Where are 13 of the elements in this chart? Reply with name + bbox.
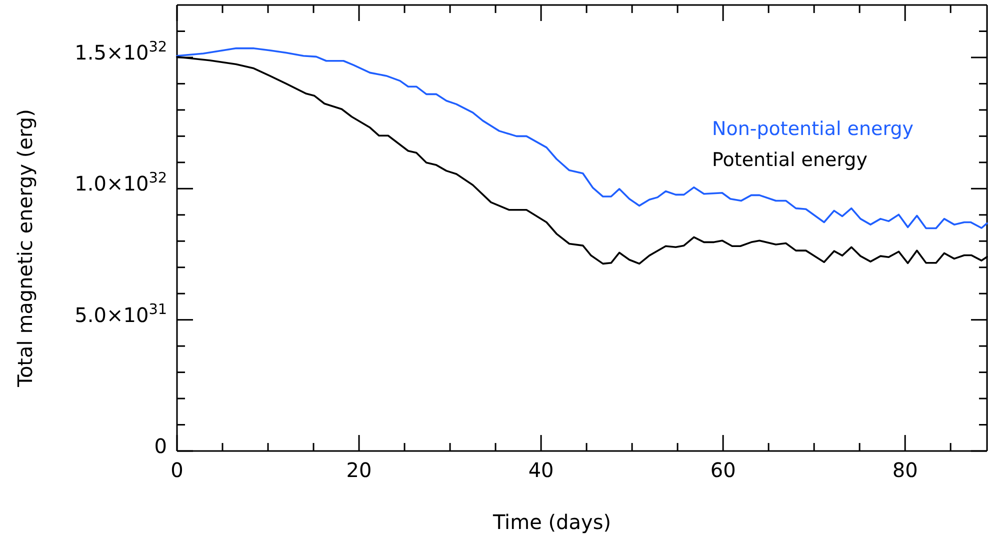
y-axis-title: Total magnetic energy (erg) [13,109,37,388]
text: Non-potential energy [712,118,914,140]
y-tick-label: 1.0×10$^{32}$ [74,170,167,196]
y-tick-label: 0 [154,434,167,458]
x-tick-label: 80 [892,458,918,482]
x-axis-title: Time (days) [492,510,612,534]
x-tick-label: 60 [710,458,736,482]
text: Potential energy [712,149,868,171]
x-tick-label: 40 [528,458,554,482]
y-tick-label: 1.5×10$^{32}$ [74,39,167,64]
y-tick-label: 5.0×10$^{31}$ [74,302,167,327]
x-tick-label: 0 [170,458,184,482]
x-tick-label: 20 [346,458,372,482]
